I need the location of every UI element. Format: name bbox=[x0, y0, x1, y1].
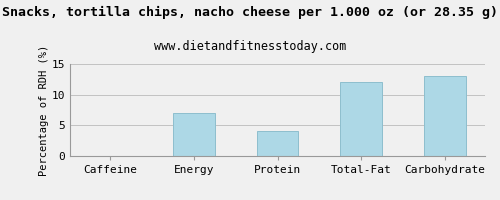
Bar bbox=[256, 131, 298, 156]
Text: www.dietandfitnesstoday.com: www.dietandfitnesstoday.com bbox=[154, 40, 346, 53]
Y-axis label: Percentage of RDH (%): Percentage of RDH (%) bbox=[39, 44, 49, 176]
Bar bbox=[424, 76, 466, 156]
Bar bbox=[340, 82, 382, 156]
Text: Snacks, tortilla chips, nacho cheese per 1.000 oz (or 28.35 g): Snacks, tortilla chips, nacho cheese per… bbox=[2, 6, 498, 19]
Bar bbox=[172, 113, 214, 156]
